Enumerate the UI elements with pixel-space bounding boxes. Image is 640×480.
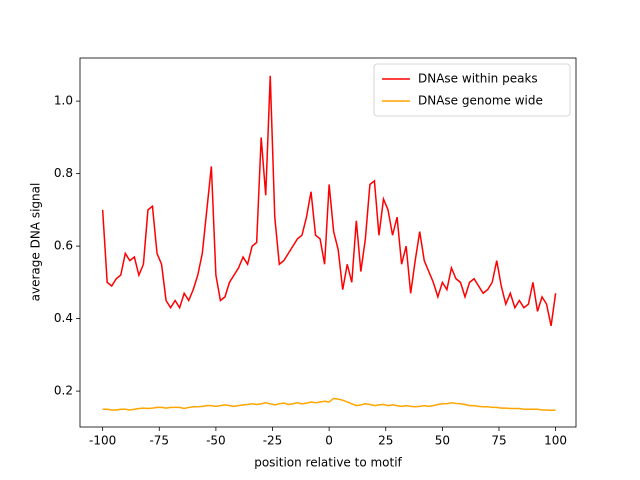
x-axis-label: position relative to motif: [254, 456, 402, 470]
x-tick-label: -100: [89, 434, 116, 448]
x-tick-label: 75: [491, 434, 506, 448]
legend-label: DNAse within peaks: [418, 72, 538, 86]
legend-label: DNAse genome wide: [418, 94, 543, 108]
x-tick-label: -75: [149, 434, 169, 448]
y-tick-label: 0.8: [54, 166, 73, 180]
data-line: [102, 397, 556, 412]
y-tick-label: 0.6: [54, 239, 73, 253]
plot-frame: [79, 57, 577, 428]
x-tick-label: 50: [435, 434, 450, 448]
x-tick-label: 100: [544, 434, 567, 448]
y-tick-label: 0.2: [54, 384, 73, 398]
x-tick-label: 25: [378, 434, 393, 448]
x-tick-label: 0: [325, 434, 333, 448]
y-axis-label: average DNA signal: [29, 183, 43, 302]
y-tick-label: 0.4: [54, 311, 73, 325]
x-tick-label: -50: [206, 434, 226, 448]
legend-box: [373, 63, 571, 117]
data-line: [101, 75, 557, 327]
x-tick-label: -25: [263, 434, 283, 448]
y-tick-label: 1.0: [54, 94, 73, 108]
